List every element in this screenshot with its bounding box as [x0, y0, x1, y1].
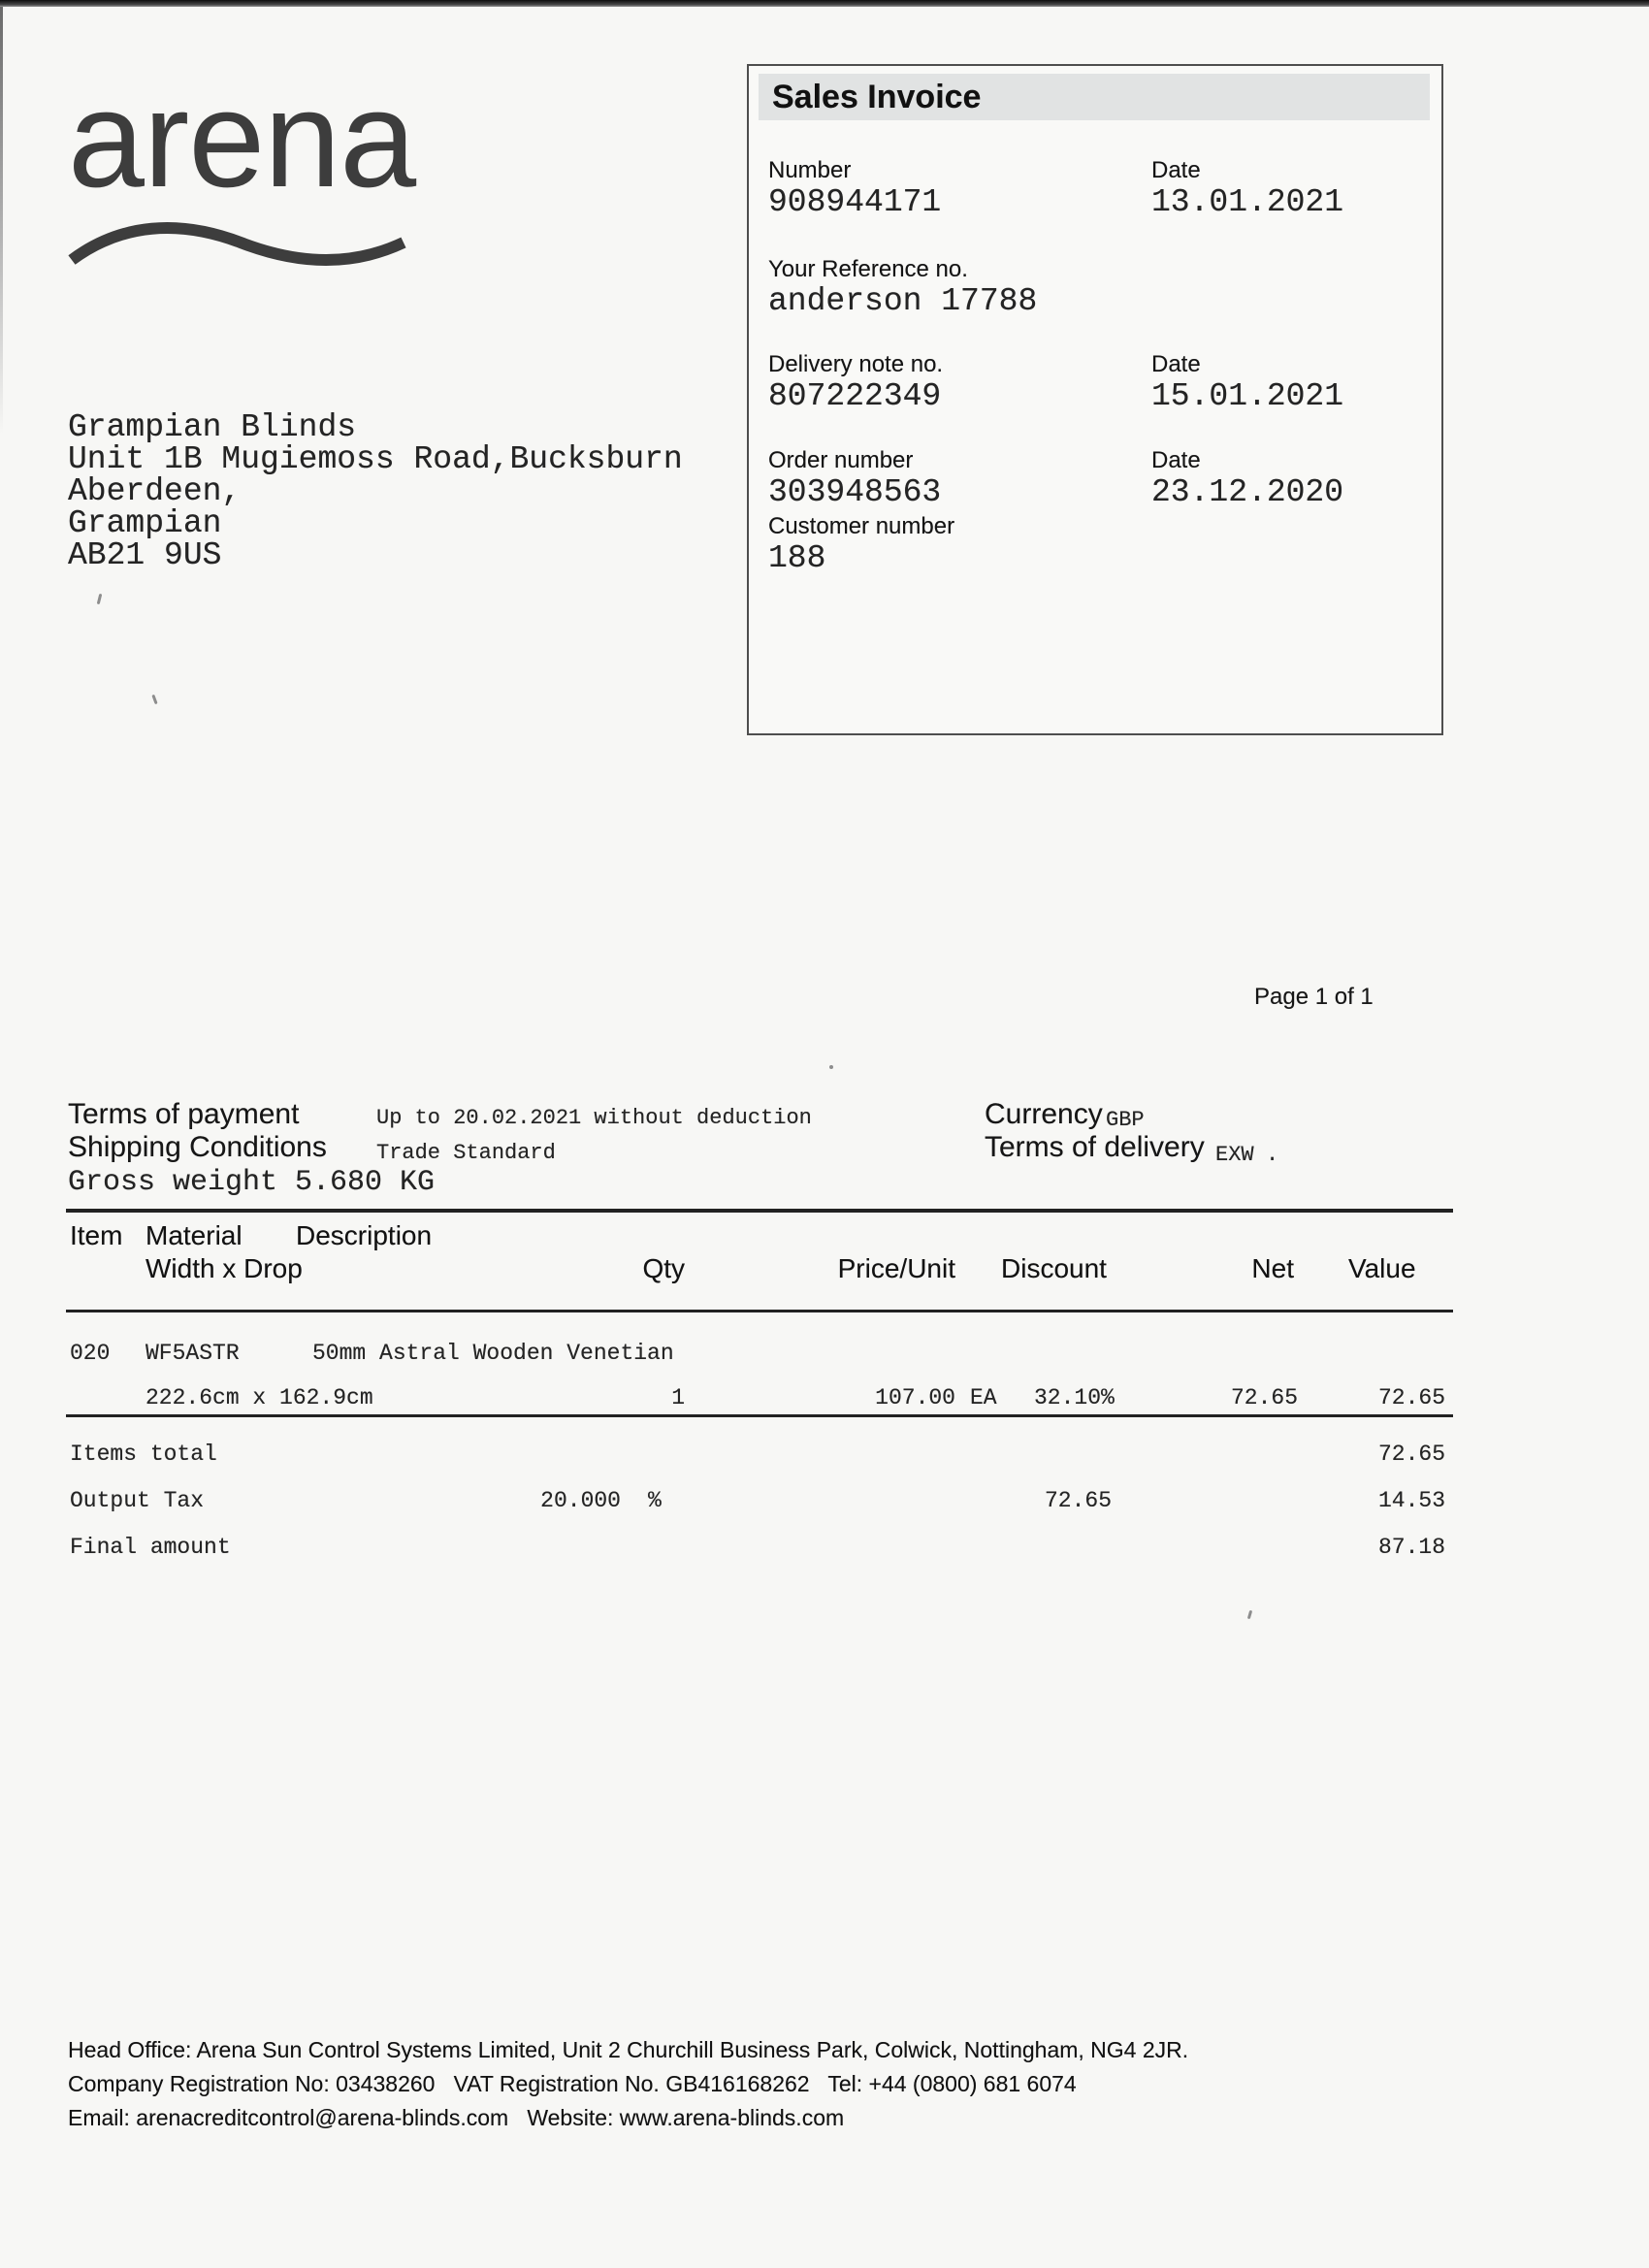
row-discount: 32.10% — [1034, 1385, 1115, 1410]
output-tax-percent: % — [648, 1488, 662, 1513]
footer-registration: Company Registration No: 03438260 VAT Re… — [68, 2071, 1077, 2096]
order-date-label: Date — [1151, 447, 1201, 473]
customer-address: Grampian Blinds Unit 1B Mugiemoss Road,B… — [68, 411, 683, 571]
items-total-value: 72.65 — [1377, 1442, 1445, 1467]
row-value: 72.65 — [1377, 1385, 1445, 1410]
invoice-date-label: Date — [1151, 157, 1201, 183]
col-header-item: Item — [70, 1220, 123, 1250]
invoice-number-value: 908944171 — [768, 184, 942, 220]
shipping-conditions-label: Shipping Conditions — [68, 1131, 327, 1163]
items-total-label: Items total — [70, 1442, 217, 1467]
order-number-value: 303948563 — [768, 474, 942, 510]
col-header-discount: Discount — [1001, 1253, 1107, 1283]
sales-invoice-box: Sales Invoice Number 908944171 Date 13.0… — [747, 64, 1443, 735]
table-rule-top — [66, 1209, 1453, 1213]
address-line: Grampian Blinds — [68, 409, 357, 445]
row-width-drop: 222.6cm x 162.9cm — [146, 1385, 373, 1410]
scan-speck — [829, 1065, 833, 1069]
scan-speck — [151, 694, 158, 705]
page-indicator: Page 1 of 1 — [1254, 984, 1374, 1010]
invoice-number-label: Number — [768, 157, 852, 183]
row-unit: EA — [970, 1385, 997, 1410]
col-header-material: Material — [146, 1220, 242, 1250]
delivery-date-value: 15.01.2021 — [1151, 378, 1344, 414]
reference-label: Your Reference no. — [768, 256, 968, 282]
footer-head-office: Head Office: Arena Sun Control Systems L… — [68, 2037, 1189, 2062]
currency-label: Currency — [985, 1098, 1103, 1130]
reference-value: anderson 17788 — [768, 283, 1038, 319]
shipping-conditions-value: Trade Standard — [376, 1141, 556, 1165]
row-item: 020 — [70, 1341, 111, 1366]
delivery-date-label: Date — [1151, 351, 1201, 377]
terms-of-delivery-value: EXW — [1215, 1143, 1254, 1167]
customer-number-label: Customer number — [768, 513, 955, 539]
final-amount-label: Final amount — [70, 1535, 231, 1560]
col-header-value: Value — [1348, 1253, 1416, 1283]
sales-invoice-title: Sales Invoice — [772, 79, 982, 115]
delivery-note-value: 807222349 — [768, 378, 942, 414]
table-rule-row — [66, 1414, 1453, 1417]
address-line: Aberdeen, — [68, 473, 242, 509]
col-header-net: Net — [1251, 1253, 1294, 1283]
row-description: 50mm Astral Wooden Venetian — [312, 1341, 674, 1366]
row-net: 72.65 — [1230, 1385, 1298, 1410]
col-header-qty: Qty — [642, 1253, 685, 1283]
output-tax-label: Output Tax — [70, 1488, 205, 1513]
table-rule-header — [66, 1310, 1453, 1312]
row-qty: 1 — [671, 1385, 685, 1410]
customer-number-value: 188 — [768, 540, 826, 576]
invoice-date-value: 13.01.2021 — [1151, 184, 1344, 220]
final-amount-value: 87.18 — [1377, 1535, 1445, 1560]
scan-edge-left — [0, 7, 3, 434]
output-tax-base: 72.65 — [1044, 1488, 1112, 1513]
address-line: AB21 9US — [68, 537, 222, 573]
terms-of-payment-label: Terms of payment — [68, 1098, 300, 1130]
output-tax-value: 14.53 — [1377, 1488, 1445, 1513]
address-line: Unit 1B Mugiemoss Road,Bucksburn — [68, 441, 683, 477]
currency-value: GBP — [1106, 1108, 1145, 1132]
delivery-note-label: Delivery note no. — [768, 351, 944, 377]
col-header-width-drop: Width x Drop — [146, 1253, 303, 1283]
order-number-label: Order number — [768, 447, 914, 473]
terms-of-delivery-label: Terms of delivery — [985, 1131, 1205, 1163]
row-price-unit: 107.00 — [875, 1385, 955, 1410]
address-line: Grampian — [68, 505, 222, 541]
terms-of-payment-value: Up to 20.02.2021 without deduction — [376, 1106, 812, 1130]
footer-contact: Email: arenacreditcontrol@arena-blinds.c… — [68, 2105, 845, 2130]
footer: Head Office: Arena Sun Control Systems L… — [68, 2033, 1188, 2135]
output-tax-rate: 20.000 — [540, 1488, 621, 1513]
row-material: WF5ASTR — [146, 1341, 240, 1366]
arena-logo-text: arena — [68, 62, 416, 216]
sales-invoice-title-bar — [759, 74, 1430, 120]
col-header-description: Description — [296, 1220, 433, 1250]
scan-speck — [1246, 1609, 1253, 1620]
scan-edge-top — [0, 0, 1649, 7]
gross-weight: Gross weight 5.680 KG — [68, 1166, 436, 1199]
col-header-price-unit: Price/Unit — [837, 1253, 955, 1283]
scan-speck — [96, 593, 103, 605]
terms-of-delivery-suffix: . — [1266, 1143, 1279, 1167]
logo-swoosh — [68, 222, 406, 266]
order-date-value: 23.12.2020 — [1151, 474, 1344, 510]
